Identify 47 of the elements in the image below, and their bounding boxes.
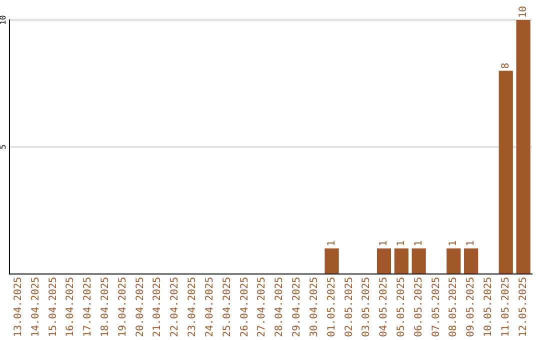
bar	[464, 248, 478, 274]
x-tick-label: 16.04.2025	[65, 276, 76, 338]
x-tick-label: 17.04.2025	[82, 276, 94, 338]
x-tick-label: 27.04.2025	[256, 276, 268, 338]
x-tick-label: 12.05.2025	[518, 276, 529, 338]
x-tick-label: 15.04.2025	[48, 276, 59, 338]
x-tick-label: 19.04.2025	[117, 276, 128, 338]
x-tick-label: 18.04.2025	[100, 276, 111, 338]
x-tick-label: 26.04.2025	[239, 276, 250, 338]
bar	[412, 248, 426, 274]
x-tick-label: 10.05.2025	[483, 276, 494, 338]
data-label: 1	[413, 240, 424, 246]
bar	[324, 248, 339, 274]
x-tick-label: 13.04.2025	[12, 276, 24, 338]
x-tick-label: 29.04.2025	[292, 276, 303, 338]
x-tick-label: 23.04.2025	[187, 276, 198, 338]
x-tick-label: 30.04.2025	[308, 276, 320, 338]
x-tick-label: 09.05.2025	[466, 276, 477, 338]
data-label: 1	[396, 240, 407, 246]
data-label: 1	[378, 240, 390, 246]
x-tick-label: 04.05.2025	[378, 276, 390, 338]
data-label: 1	[448, 240, 460, 246]
data-label: 1	[466, 240, 477, 246]
x-tick-label: 08.05.2025	[448, 276, 460, 338]
data-label: 8	[500, 62, 512, 69]
x-tick-label: 24.04.2025	[204, 276, 216, 338]
x-tick-label: 02.05.2025	[344, 276, 355, 338]
x-tick-label: 07.05.2025	[430, 276, 442, 338]
x-tick-label: 05.05.2025	[396, 276, 407, 338]
data-label: 10	[518, 6, 529, 18]
y-tick-label: 5	[0, 144, 8, 150]
x-tick-label: 22.04.2025	[170, 276, 181, 338]
x-tick-label: 03.05.2025	[361, 276, 372, 338]
bar	[498, 70, 513, 274]
x-tick-label: 20.04.2025	[134, 276, 146, 338]
x-tick-label: 11.05.2025	[500, 276, 512, 338]
x-tick-label: 25.04.2025	[222, 276, 233, 338]
x-tick-label: 06.05.2025	[413, 276, 424, 338]
bar	[446, 248, 461, 274]
x-tick-label: 14.04.2025	[30, 276, 42, 338]
bar	[376, 248, 392, 274]
bar	[516, 20, 530, 274]
x-tick-label: 01.05.2025	[326, 276, 338, 338]
x-tick-label: 21.04.2025	[152, 276, 164, 338]
bar	[394, 248, 408, 274]
data-label: 1	[326, 240, 338, 246]
x-tick-label: 28.04.2025	[274, 276, 286, 338]
